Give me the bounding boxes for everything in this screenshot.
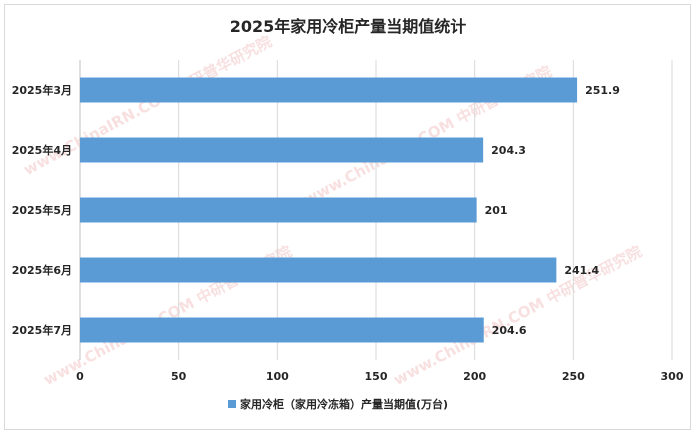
bars xyxy=(80,77,578,343)
x-tick-label: 100 xyxy=(266,370,289,383)
legend: 家用冷柜（家用冷冻箱）产量当期值(万台) xyxy=(228,397,448,411)
x-tick-labels: 0 50 100 150 200 250 300 xyxy=(76,370,684,383)
data-label: 204.6 xyxy=(492,324,527,337)
data-label: 251.9 xyxy=(585,84,620,97)
x-tick-label: 50 xyxy=(171,370,187,383)
category-label: 2025年6月 xyxy=(12,263,72,277)
chart-title: 2025年家用冷柜产量当期值统计 xyxy=(230,17,467,36)
category-labels: 2025年3月 2025年4月 2025年5月 2025年6月 2025年7月 xyxy=(12,83,72,337)
data-label: 201 xyxy=(485,204,508,217)
data-label: 204.3 xyxy=(491,144,526,157)
data-label: 241.4 xyxy=(564,264,599,277)
category-label: 2025年4月 xyxy=(12,143,72,157)
category-label: 2025年7月 xyxy=(12,323,72,337)
bar xyxy=(80,77,578,103)
x-tick-label: 150 xyxy=(365,370,388,383)
bar xyxy=(80,317,484,343)
bar xyxy=(80,197,477,223)
x-tick-label: 250 xyxy=(562,370,585,383)
legend-swatch xyxy=(228,400,236,408)
x-tick-label: 200 xyxy=(463,370,486,383)
legend-label: 家用冷柜（家用冷冻箱）产量当期值(万台) xyxy=(240,397,448,411)
bar xyxy=(80,137,484,163)
category-label: 2025年3月 xyxy=(12,83,72,97)
data-labels: 251.9 204.3 201 241.4 204.6 xyxy=(485,84,620,337)
x-tick-label: 0 xyxy=(76,370,84,383)
category-label: 2025年5月 xyxy=(12,203,72,217)
bar xyxy=(80,257,557,283)
x-tick-label: 300 xyxy=(661,370,684,383)
